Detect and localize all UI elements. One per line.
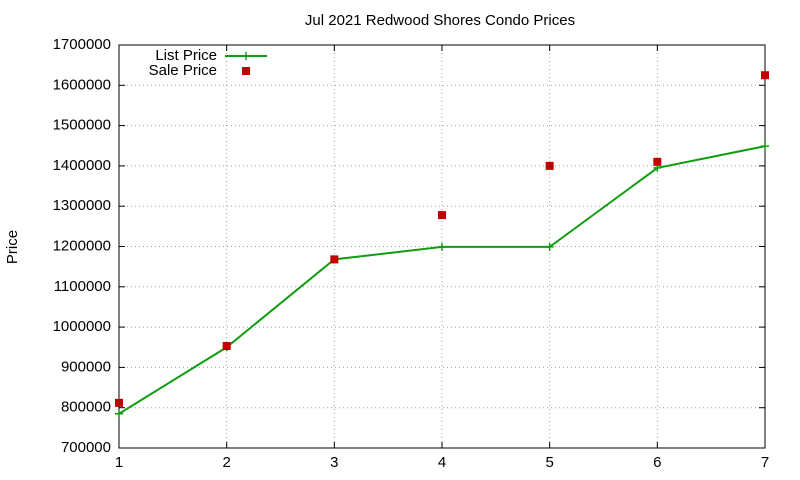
x-tick-label: 6 bbox=[653, 454, 661, 471]
y-tick-label: 800000 bbox=[61, 399, 111, 416]
point bbox=[222, 342, 231, 351]
y-tick-label: 1600000 bbox=[53, 76, 111, 93]
y-tick-label: 700000 bbox=[61, 439, 111, 456]
point bbox=[115, 398, 123, 407]
point bbox=[115, 409, 123, 418]
x-tick-label: 4 bbox=[438, 454, 446, 471]
x-tick-label: 2 bbox=[222, 454, 230, 471]
x-tick-label: 1 bbox=[115, 454, 123, 471]
point bbox=[330, 255, 339, 264]
y-tick-label: 1700000 bbox=[53, 36, 111, 53]
x-tick-label: 5 bbox=[545, 454, 553, 471]
point bbox=[438, 242, 446, 251]
point bbox=[545, 242, 554, 251]
y-axis-label: Price bbox=[4, 230, 21, 264]
y-tick-label: 1200000 bbox=[53, 237, 111, 254]
y-tick-label: 900000 bbox=[61, 358, 111, 375]
y-tick-label: 1400000 bbox=[53, 157, 111, 174]
legend-marker bbox=[242, 52, 250, 60]
chart-title: Jul 2021 Redwood Shores Condo Prices bbox=[305, 12, 575, 29]
legend-marker bbox=[242, 67, 250, 75]
x-tick-label: 3 bbox=[330, 454, 338, 471]
legend-label: List Price bbox=[155, 47, 217, 64]
point bbox=[438, 211, 446, 220]
plot-frame bbox=[118, 44, 766, 449]
point bbox=[761, 142, 769, 151]
y-tick-label: 1000000 bbox=[53, 318, 111, 335]
y-tick-label: 1500000 bbox=[53, 117, 111, 134]
point bbox=[653, 157, 662, 166]
y-tick-label: 1100000 bbox=[54, 278, 111, 295]
legend-label: Sale Price bbox=[149, 62, 217, 79]
point bbox=[761, 71, 769, 80]
x-tick-label: 7 bbox=[761, 454, 769, 471]
y-tick-label: 1300000 bbox=[53, 197, 111, 214]
point bbox=[545, 161, 554, 170]
